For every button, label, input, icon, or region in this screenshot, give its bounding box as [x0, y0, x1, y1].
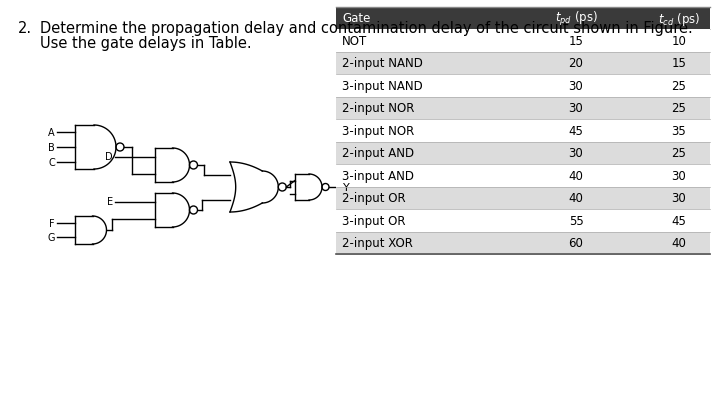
Text: 40: 40 — [569, 169, 583, 182]
Text: 25: 25 — [672, 147, 686, 160]
Text: 30: 30 — [672, 169, 686, 182]
Text: 20: 20 — [569, 57, 583, 70]
Text: NOT: NOT — [342, 35, 367, 48]
Bar — [336, 8, 710, 30]
Text: Y: Y — [343, 183, 350, 192]
Text: 2-input OR: 2-input OR — [342, 192, 405, 205]
Text: $t_{pd}$ (ps): $t_{pd}$ (ps) — [554, 10, 598, 28]
Text: 35: 35 — [672, 124, 686, 137]
Text: 25: 25 — [672, 79, 686, 92]
Bar — [336, 30, 710, 52]
Text: 3-input OR: 3-input OR — [342, 214, 405, 227]
Text: 40: 40 — [672, 237, 686, 249]
Text: Use the gate delays in Table.: Use the gate delays in Table. — [40, 36, 251, 51]
Text: D: D — [105, 152, 113, 162]
Text: 2-input NAND: 2-input NAND — [342, 57, 423, 70]
Text: 30: 30 — [672, 192, 686, 205]
Text: 2-input XOR: 2-input XOR — [342, 237, 413, 249]
Text: 2-input AND: 2-input AND — [342, 147, 414, 160]
Text: E: E — [107, 197, 113, 207]
Bar — [336, 75, 710, 97]
Text: 2-input NOR: 2-input NOR — [342, 102, 415, 115]
Bar — [336, 142, 710, 164]
Bar — [336, 232, 710, 254]
Text: 15: 15 — [569, 35, 583, 48]
Text: Determine the propagation delay and contamination delay of the circuit shown in : Determine the propagation delay and cont… — [40, 21, 693, 36]
Text: 30: 30 — [569, 147, 583, 160]
Bar — [336, 164, 710, 187]
Text: 10: 10 — [672, 35, 686, 48]
Text: C: C — [48, 157, 55, 167]
Bar — [336, 187, 710, 209]
Text: 25: 25 — [672, 102, 686, 115]
Text: 15: 15 — [672, 57, 686, 70]
Bar — [336, 97, 710, 120]
Text: 30: 30 — [569, 79, 583, 92]
Text: 3-input NAND: 3-input NAND — [342, 79, 423, 92]
Text: 45: 45 — [672, 214, 686, 227]
Text: 3-input NOR: 3-input NOR — [342, 124, 414, 137]
Bar — [336, 52, 710, 75]
Text: 40: 40 — [569, 192, 583, 205]
Text: 3-input AND: 3-input AND — [342, 169, 414, 182]
Bar — [336, 209, 710, 232]
Text: 60: 60 — [569, 237, 583, 249]
Text: G: G — [48, 232, 55, 243]
Text: F: F — [50, 218, 55, 228]
Text: 30: 30 — [569, 102, 583, 115]
Text: B: B — [48, 143, 55, 153]
Text: 45: 45 — [569, 124, 583, 137]
Bar — [336, 120, 710, 142]
Text: 2.: 2. — [18, 21, 32, 36]
Text: Gate: Gate — [342, 13, 370, 26]
Text: A: A — [48, 128, 55, 138]
Text: 55: 55 — [569, 214, 583, 227]
Text: $t_{cd}$ (ps): $t_{cd}$ (ps) — [658, 11, 700, 28]
